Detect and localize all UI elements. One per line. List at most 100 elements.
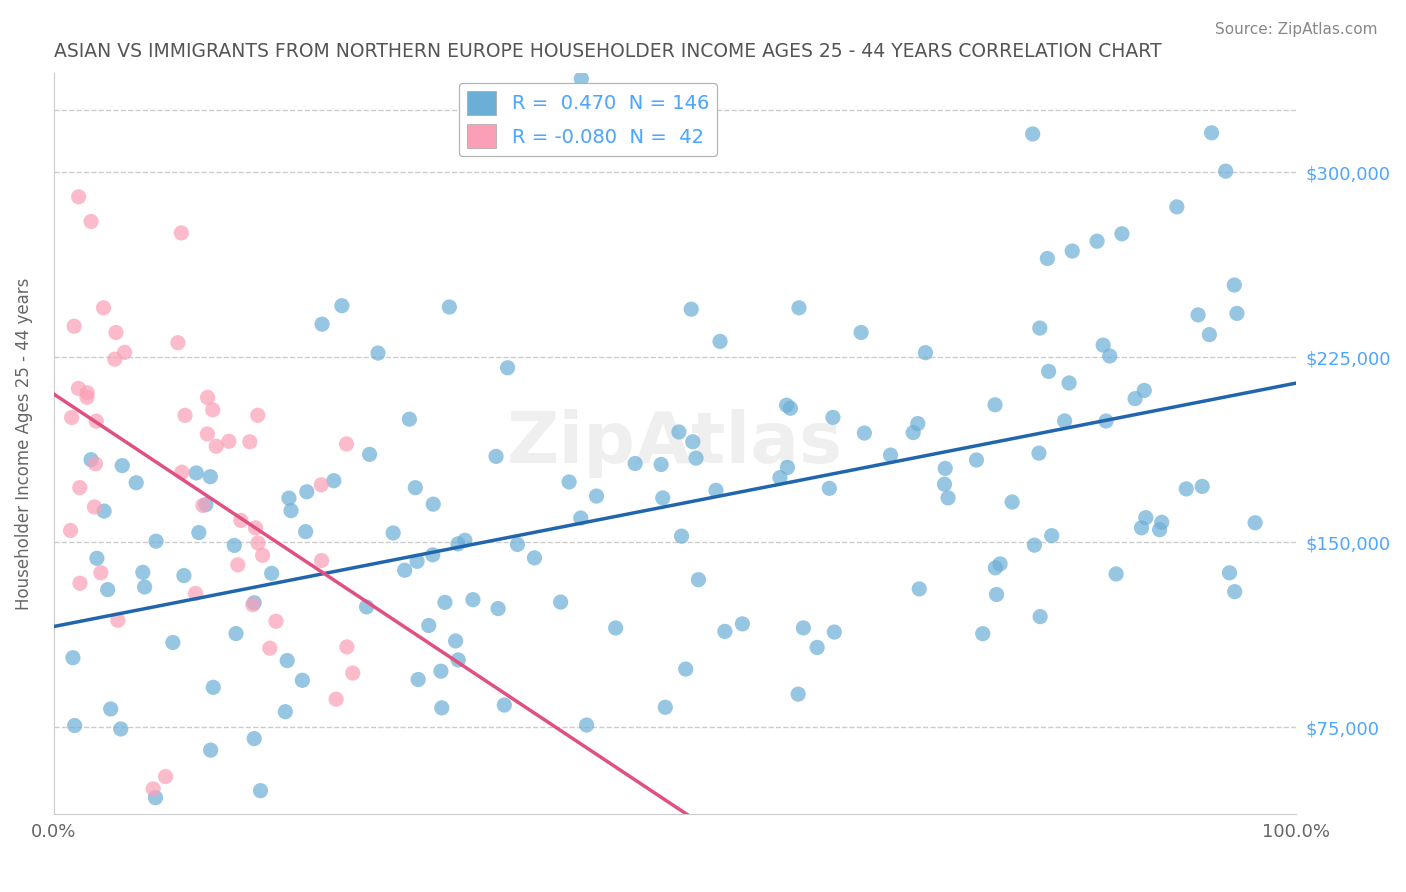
Point <box>569 71 592 86</box>
Point <box>67 381 90 395</box>
Point <box>80 214 103 228</box>
Point <box>849 326 872 340</box>
Point <box>187 525 209 540</box>
Point <box>422 497 444 511</box>
Point <box>264 615 287 629</box>
Point <box>356 599 378 614</box>
Point <box>1226 306 1249 320</box>
Point <box>201 402 224 417</box>
Point <box>202 681 225 695</box>
Point <box>145 534 167 549</box>
Point <box>148 832 170 847</box>
Point <box>274 705 297 719</box>
Point <box>605 621 627 635</box>
Point <box>243 596 266 610</box>
Point <box>260 566 283 581</box>
Point <box>668 425 690 439</box>
Point <box>1198 327 1220 342</box>
Point <box>779 401 801 416</box>
Point <box>1223 584 1246 599</box>
Point <box>731 616 754 631</box>
Point <box>186 466 208 480</box>
Point <box>988 557 1011 571</box>
Point <box>775 398 797 412</box>
Point <box>965 453 987 467</box>
Point <box>444 634 467 648</box>
Point <box>569 511 592 525</box>
Point <box>291 673 314 688</box>
Point <box>1040 528 1063 542</box>
Point <box>1218 566 1240 580</box>
Point <box>675 662 697 676</box>
Point <box>194 498 217 512</box>
Point <box>111 458 134 473</box>
Point <box>104 352 127 367</box>
Point <box>93 301 115 315</box>
Point <box>398 412 420 426</box>
Point <box>494 698 516 712</box>
Point <box>76 385 98 400</box>
Point <box>200 469 222 483</box>
Point <box>246 409 269 423</box>
Point <box>1036 252 1059 266</box>
Point <box>191 499 214 513</box>
Point <box>430 664 453 678</box>
Point <box>295 484 318 499</box>
Point <box>585 489 607 503</box>
Y-axis label: Householder Income Ages 25 - 44 years: Householder Income Ages 25 - 44 years <box>15 277 32 610</box>
Point <box>278 491 301 505</box>
Point <box>170 226 193 240</box>
Point <box>1028 446 1050 460</box>
Point <box>418 618 440 632</box>
Point <box>69 576 91 591</box>
Point <box>1029 609 1052 624</box>
Text: Source: ZipAtlas.com: Source: ZipAtlas.com <box>1215 22 1378 37</box>
Point <box>239 434 262 449</box>
Point <box>325 692 347 706</box>
Point <box>1053 414 1076 428</box>
Point <box>114 345 136 359</box>
Point <box>62 650 84 665</box>
Point <box>382 525 405 540</box>
Point <box>654 700 676 714</box>
Point <box>792 621 814 635</box>
Point <box>1135 510 1157 524</box>
Point <box>90 566 112 580</box>
Point <box>76 390 98 404</box>
Point <box>1095 414 1118 428</box>
Point <box>685 451 707 466</box>
Point <box>63 319 86 334</box>
Point <box>422 548 444 562</box>
Point <box>907 417 929 431</box>
Point <box>84 414 107 428</box>
Point <box>184 586 207 600</box>
Point <box>651 491 673 505</box>
Point <box>853 425 876 440</box>
Point <box>142 781 165 796</box>
Point <box>322 474 344 488</box>
Point <box>818 481 841 495</box>
Point <box>243 731 266 746</box>
Point <box>550 595 572 609</box>
Point <box>225 626 247 640</box>
Point <box>430 701 453 715</box>
Point <box>1062 244 1084 258</box>
Point <box>173 568 195 582</box>
Point <box>311 317 333 331</box>
Point <box>125 475 148 490</box>
Point <box>454 533 477 548</box>
Point <box>342 666 364 681</box>
Legend: R =  0.470  N = 146, R = -0.080  N =  42: R = 0.470 N = 146, R = -0.080 N = 42 <box>458 83 717 156</box>
Point <box>394 563 416 577</box>
Point <box>769 470 792 484</box>
Point <box>1191 479 1213 493</box>
Point <box>197 391 219 405</box>
Text: ZipAtlas: ZipAtlas <box>506 409 842 478</box>
Point <box>110 722 132 736</box>
Point <box>682 434 704 449</box>
Point <box>86 551 108 566</box>
Point <box>97 582 120 597</box>
Point <box>145 790 167 805</box>
Point <box>972 626 994 640</box>
Point <box>879 448 901 462</box>
